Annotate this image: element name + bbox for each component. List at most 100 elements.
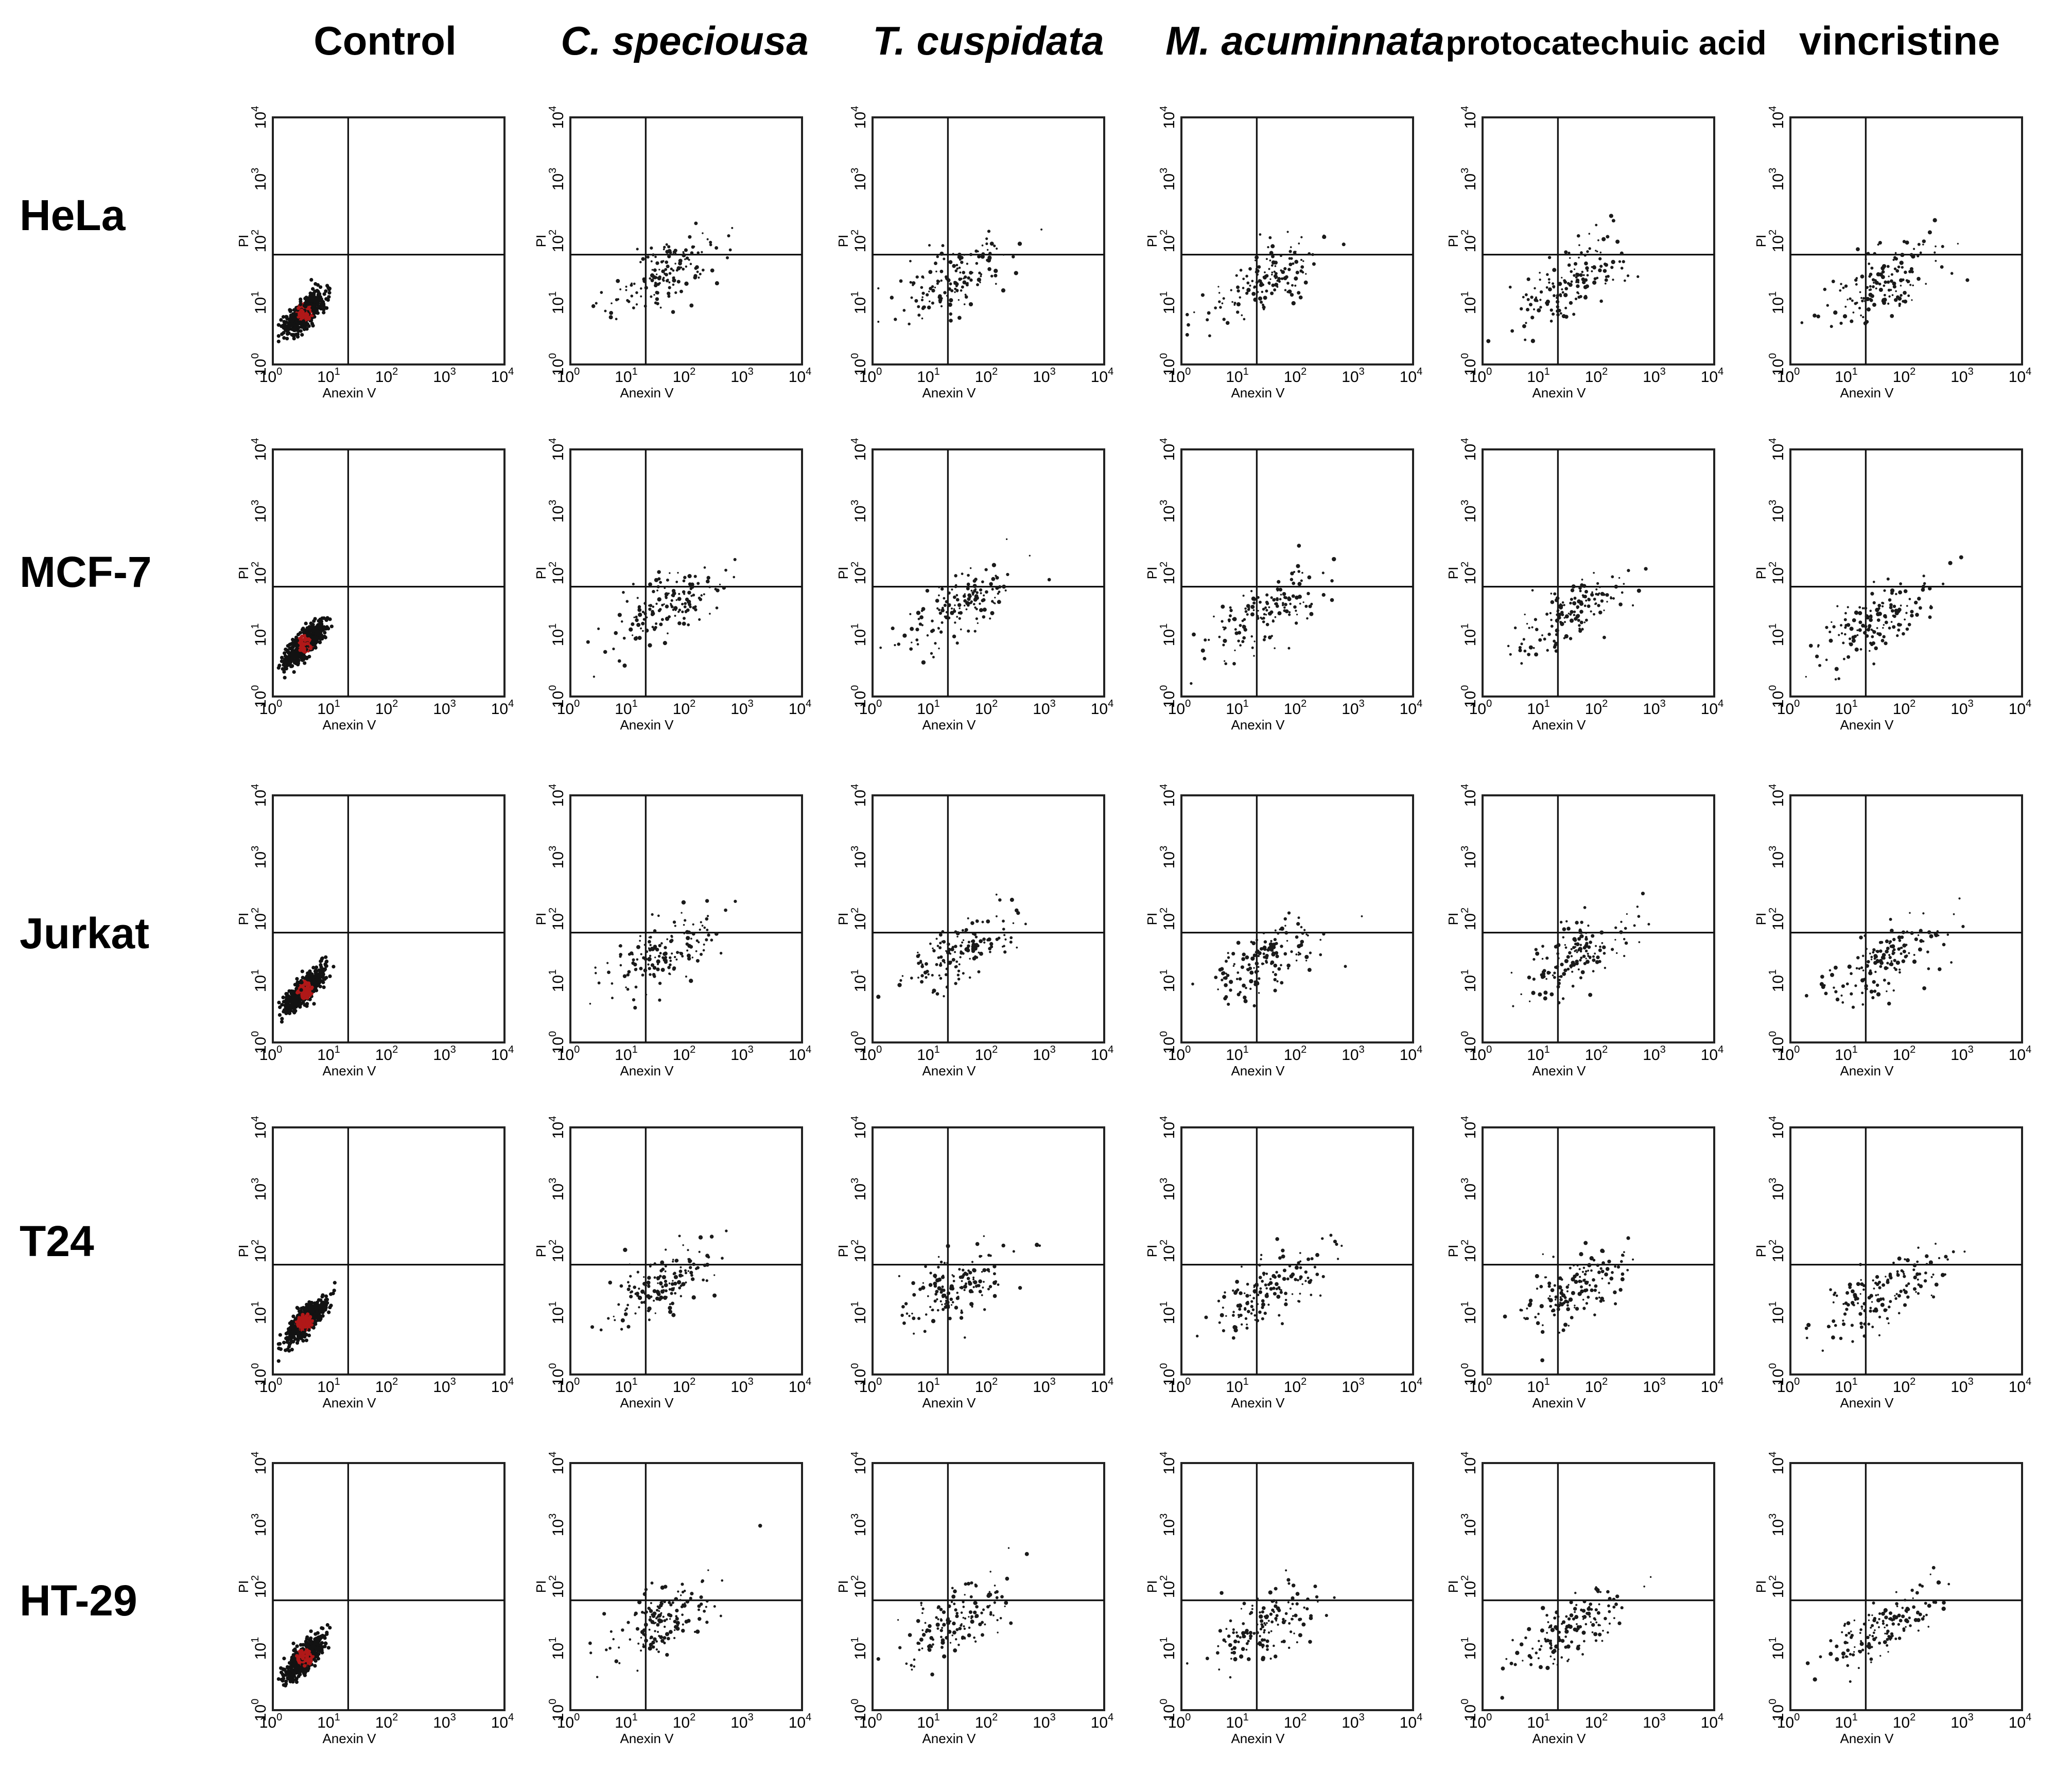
- data-point: [687, 623, 690, 627]
- y-tick-label: 103: [547, 168, 567, 191]
- data-point: [612, 647, 615, 651]
- data-point: [1552, 268, 1557, 272]
- data-point: [307, 654, 311, 659]
- data-point: [1530, 316, 1535, 320]
- data-point: [933, 1274, 937, 1278]
- data-point: [1840, 632, 1843, 635]
- data-point: [654, 578, 658, 582]
- data-point: [689, 979, 693, 983]
- data-point: [303, 634, 307, 638]
- data-point: [966, 603, 970, 607]
- x-tick-label: 104: [1400, 366, 1423, 386]
- data-point: [1262, 308, 1265, 310]
- data-point: [1882, 635, 1886, 639]
- data-point: [619, 1284, 623, 1288]
- data-point: [1262, 620, 1265, 623]
- data-point: [894, 644, 896, 647]
- data-point: [301, 1313, 305, 1317]
- data-point: [946, 294, 949, 297]
- data-point: [1847, 299, 1849, 301]
- data-point: [1294, 621, 1298, 625]
- data-point: [983, 1281, 985, 1283]
- data-point: [985, 242, 988, 246]
- data-point: [324, 306, 329, 310]
- data-point: [1272, 946, 1275, 948]
- data-point: [1208, 334, 1211, 338]
- data-point: [910, 296, 913, 299]
- data-point: [721, 1257, 724, 1260]
- data-point: [278, 1347, 283, 1351]
- data-point: [938, 974, 941, 977]
- data-point: [647, 1310, 649, 1312]
- data-point: [678, 608, 682, 612]
- data-point: [950, 611, 954, 615]
- data-point: [1892, 281, 1896, 286]
- data-point: [1556, 305, 1559, 309]
- data-point: [1599, 945, 1601, 948]
- data-point: [1577, 295, 1581, 299]
- data-point: [295, 645, 299, 649]
- data-point: [1899, 582, 1902, 585]
- data-point: [937, 956, 940, 959]
- data-point: [968, 602, 971, 605]
- data-point: [705, 1254, 709, 1258]
- data-point: [291, 645, 295, 649]
- data-point: [639, 940, 641, 942]
- data-point: [975, 262, 979, 265]
- data-point: [635, 615, 638, 619]
- data-point: [1561, 997, 1565, 1000]
- data-point: [1297, 582, 1302, 586]
- data-point: [1852, 618, 1856, 622]
- data-point: [991, 587, 994, 591]
- data-point: [952, 1280, 955, 1282]
- data-point: [1583, 285, 1588, 289]
- data-point: [276, 339, 281, 343]
- data-point: [1556, 610, 1559, 613]
- data-point: [277, 1000, 281, 1005]
- data-point: [285, 337, 289, 341]
- y-tick-label: 103: [1459, 168, 1479, 191]
- data-point: [1556, 313, 1560, 317]
- data-point: [1560, 963, 1564, 967]
- data-point: [319, 297, 323, 301]
- data-point: [1003, 950, 1007, 954]
- data-point: [1273, 270, 1276, 273]
- data-point: [1862, 969, 1865, 971]
- data-point: [641, 621, 645, 625]
- data-point: [1535, 296, 1537, 299]
- data-point: [302, 631, 306, 635]
- data-point: [1224, 626, 1227, 630]
- data-point: [1573, 938, 1577, 942]
- data-point: [936, 1298, 938, 1300]
- data-point: [682, 251, 685, 253]
- data-point: [1281, 604, 1284, 606]
- data-point: [629, 1295, 633, 1299]
- data-point: [1880, 639, 1885, 642]
- data-point: [626, 1325, 631, 1329]
- data-point: [1856, 613, 1858, 615]
- data-point: [983, 941, 986, 944]
- data-point: [1322, 932, 1326, 936]
- data-point: [958, 617, 961, 620]
- data-point: [1869, 298, 1872, 301]
- data-point: [1923, 582, 1926, 585]
- data-point: [1275, 954, 1279, 959]
- data-point: [288, 1329, 292, 1333]
- data-point: [1583, 906, 1587, 909]
- data-point: [1577, 968, 1580, 971]
- data-point: [1601, 237, 1606, 241]
- data-point: [1554, 649, 1558, 653]
- data-point: [1593, 277, 1597, 281]
- data-point: [1222, 626, 1224, 629]
- data-point: [1869, 288, 1872, 291]
- data-point: [1579, 959, 1582, 962]
- data-point: [661, 269, 665, 273]
- data-point: [709, 613, 711, 615]
- data-point: [1242, 277, 1245, 281]
- data-point: [952, 253, 954, 255]
- data-point: [293, 1317, 298, 1321]
- data-point: [949, 298, 953, 303]
- data-point: [982, 937, 986, 941]
- x-tick-label: 102: [375, 698, 398, 718]
